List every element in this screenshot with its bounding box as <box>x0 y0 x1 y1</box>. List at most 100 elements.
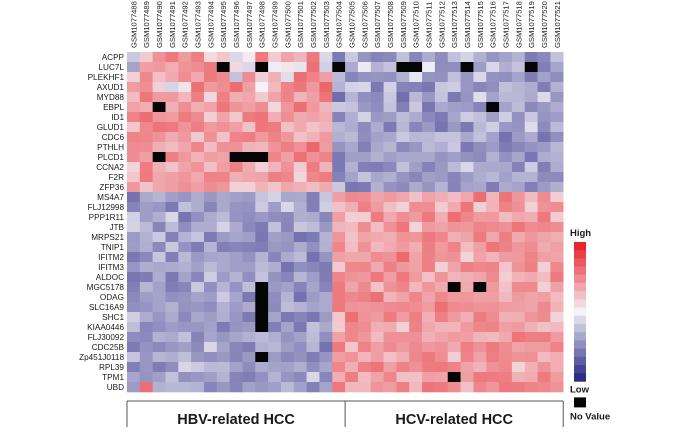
heatmap-cell <box>550 182 564 193</box>
heatmap-cell <box>370 112 384 123</box>
heatmap-cell <box>524 112 538 123</box>
heatmap-cell <box>409 202 423 213</box>
heatmap-cell <box>383 372 397 383</box>
heatmap-cell <box>396 152 410 163</box>
heatmap-cell <box>280 262 295 273</box>
heatmap-cell <box>178 122 192 133</box>
heatmap-cell <box>524 102 538 113</box>
heatmap-cell <box>460 82 474 93</box>
heatmap-cell <box>434 152 449 163</box>
heatmap-cell <box>537 212 551 223</box>
heatmap-cell <box>524 312 538 323</box>
heatmap-cell <box>422 72 436 83</box>
heatmap-cell <box>306 62 320 73</box>
heatmap-cell <box>422 292 436 303</box>
heatmap-cell <box>191 62 205 73</box>
heatmap-cell <box>486 242 500 253</box>
heatmap-cell <box>191 72 205 83</box>
heatmap-cell <box>370 212 384 223</box>
heatmap-cell <box>152 302 166 313</box>
heatmap-cell <box>152 372 166 383</box>
heatmap-cell <box>357 262 372 273</box>
heatmap-cell <box>537 192 551 203</box>
heatmap-cell <box>165 192 179 203</box>
heatmap-cell <box>550 272 564 283</box>
heatmap-cell <box>486 252 500 263</box>
heatmap-cell <box>511 142 526 153</box>
heatmap-cell <box>383 342 397 353</box>
heatmap-cell <box>460 52 474 63</box>
heatmap-cell <box>499 132 513 143</box>
heatmap-cell-no-value <box>396 62 410 73</box>
heatmap-cell <box>345 122 359 133</box>
heatmap-cell <box>537 272 551 283</box>
heatmap-cell <box>191 82 205 93</box>
heatmap-cell <box>319 192 333 203</box>
heatmap-cell <box>396 132 410 143</box>
heatmap-cell <box>537 332 551 343</box>
heatmap-cell <box>242 322 256 333</box>
heatmap-cell <box>345 102 359 113</box>
heatmap-cell <box>370 122 384 133</box>
heatmap-cell <box>345 332 359 343</box>
heatmap-cell <box>396 232 410 243</box>
heatmap-cell <box>486 192 500 203</box>
heatmap-cell <box>127 352 141 363</box>
legend-swatch <box>574 315 586 325</box>
heatmap-cell <box>383 182 397 193</box>
heatmap-cell <box>152 72 166 83</box>
heatmap-cell <box>511 242 526 253</box>
heatmap-cell <box>473 372 487 383</box>
heatmap-cell <box>345 342 359 353</box>
heatmap-cell <box>409 342 423 353</box>
heatmap-cell <box>306 222 320 233</box>
heatmap-cell <box>229 372 243 383</box>
heatmap-cell <box>524 282 538 293</box>
heatmap-cell <box>255 172 269 183</box>
heatmap-cell <box>255 92 269 103</box>
heatmap-cell <box>383 122 397 133</box>
heatmap-cell <box>332 252 346 263</box>
heatmap-cell <box>434 162 449 173</box>
heatmap-cell <box>499 312 513 323</box>
heatmap-cell <box>486 342 500 353</box>
heatmap-cell <box>139 52 153 63</box>
column-label: GSM1077497 <box>245 1 254 48</box>
heatmap-cell <box>357 222 372 233</box>
heatmap-cell <box>422 92 436 103</box>
heatmap-cell <box>191 312 205 323</box>
heatmap-cell <box>127 302 141 313</box>
heatmap-cell <box>191 322 205 333</box>
heatmap-cell <box>255 382 269 393</box>
heatmap-cell <box>434 342 449 353</box>
heatmap-cell <box>396 192 410 203</box>
heatmap-cell <box>473 162 487 173</box>
heatmap-cell <box>460 102 474 113</box>
heatmap-cell <box>434 262 449 273</box>
heatmap-cell <box>357 312 372 323</box>
heatmap-cell <box>511 372 526 383</box>
heatmap-cell <box>460 142 474 153</box>
heatmap-cell <box>268 372 282 383</box>
heatmap-cell <box>370 292 384 303</box>
heatmap-cell <box>229 332 243 343</box>
heatmap-cell <box>537 172 551 183</box>
heatmap-cell <box>152 232 166 243</box>
column-label: GSM1077512 <box>437 1 446 48</box>
legend-swatch <box>574 291 586 300</box>
heatmap-cell <box>396 322 410 333</box>
row-label: MGC5178 <box>87 283 125 292</box>
heatmap-cell <box>460 172 474 183</box>
heatmap-cell <box>280 242 295 253</box>
column-label: GSM1077505 <box>348 1 357 48</box>
heatmap-cell <box>127 212 141 223</box>
column-label: GSM1077504 <box>335 1 344 48</box>
heatmap-cell <box>178 192 192 203</box>
heatmap-cell <box>537 302 551 313</box>
heatmap-cell <box>203 382 218 393</box>
heatmap-cell <box>229 272 243 283</box>
heatmap-cell <box>357 332 372 343</box>
heatmap-cell <box>550 52 564 63</box>
heatmap-cell <box>486 162 500 173</box>
heatmap-cell <box>319 122 333 133</box>
